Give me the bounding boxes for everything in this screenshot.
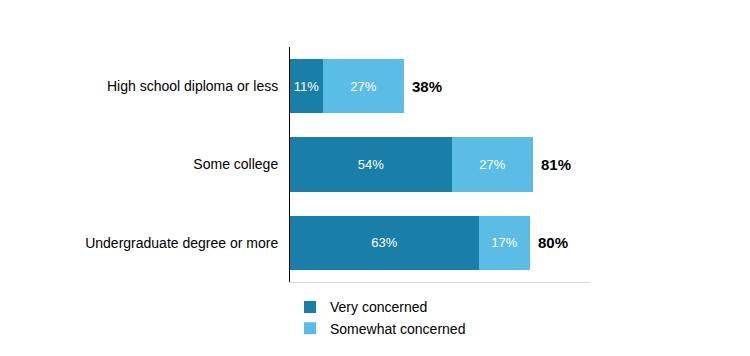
svg-text:63%: 63% bbox=[371, 235, 397, 250]
svg-text:Very concerned: Very concerned bbox=[330, 299, 427, 315]
svg-text:81%: 81% bbox=[541, 156, 571, 173]
svg-text:11%: 11% bbox=[294, 79, 319, 94]
svg-text:38%: 38% bbox=[412, 78, 442, 95]
svg-text:High school diploma or less: High school diploma or less bbox=[107, 78, 278, 94]
svg-text:80%: 80% bbox=[538, 234, 568, 251]
svg-text:Some college: Some college bbox=[193, 156, 278, 172]
svg-text:17%: 17% bbox=[491, 235, 517, 250]
svg-text:54%: 54% bbox=[358, 157, 384, 172]
svg-text:27%: 27% bbox=[350, 79, 376, 94]
svg-text:Undergraduate degree or more: Undergraduate degree or more bbox=[85, 235, 278, 251]
svg-text:Somewhat concerned: Somewhat concerned bbox=[330, 321, 465, 337]
svg-text:27%: 27% bbox=[479, 157, 505, 172]
